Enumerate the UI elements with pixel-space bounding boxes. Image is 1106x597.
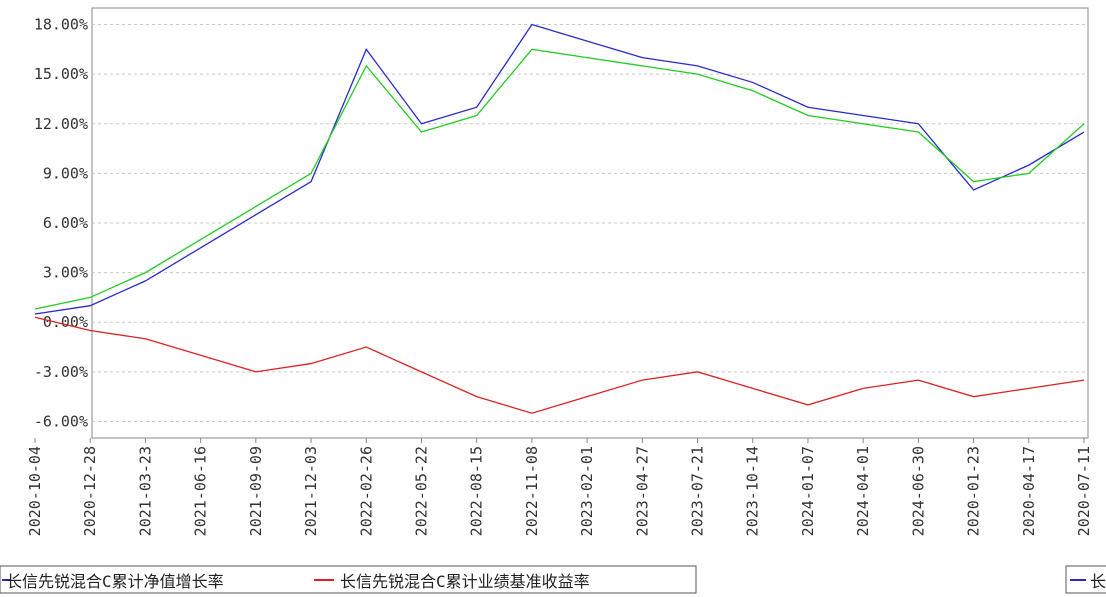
x-tick-label: 2020-10-04 (26, 446, 44, 536)
x-tick-label: 2022-11-08 (523, 446, 541, 536)
x-tick-label: 2020-04-17 (1020, 446, 1038, 536)
x-tick-label: 2023-02-01 (578, 446, 596, 536)
legend-box-right (1065, 565, 1106, 594)
series-line-2 (34, 48, 1085, 310)
x-tick-label: 2023-10-14 (744, 446, 762, 536)
legend-label-benchmark: 长信先锐混合C累计业绩基准收益率 (340, 572, 590, 591)
x-tick-label: 2021-09-09 (247, 446, 265, 536)
x-tick-label: 2024-04-01 (854, 446, 872, 536)
x-tick-label: 2024-01-07 (799, 446, 817, 536)
y-axis-ticks: -6.00%-3.00%0.00%3.00%6.00%9.00%12.00%15… (34, 16, 88, 431)
y-tick-label: -3.00% (34, 363, 88, 381)
x-tick-label: 2021-03-23 (136, 446, 154, 536)
y-tick-label: -6.00% (34, 412, 88, 430)
x-tick-label: 2020-07-11 (1075, 446, 1093, 536)
legend: 长信先锐混合C累计净值增长率 长信先锐混合C累计业绩基准收益率 长 (0, 565, 1106, 594)
x-axis-ticks: 2020-10-04 2020-12-28 2021-03-23 2021-06-16… (26, 438, 1093, 536)
x-tick-label: 2022-05-22 (412, 446, 430, 536)
y-tick-label: 3.00% (43, 264, 88, 282)
legend-label-right-fragment: 长 (1090, 572, 1106, 591)
y-tick-label: 18.00% (34, 16, 88, 34)
x-tick-label: 2022-08-15 (468, 446, 486, 536)
x-tick-label: 2022-02-26 (357, 446, 375, 536)
x-tick-label: 2020-12-28 (81, 446, 99, 536)
legend-label-net-value: 长信先锐混合C累计净值增长率 (6, 572, 224, 591)
series-line-1 (34, 316, 1085, 414)
series-line-0 (34, 23, 1085, 315)
series-lines (34, 23, 1085, 414)
x-tick-label: 2024-06-30 (909, 446, 927, 536)
x-tick-label: 2020-01-23 (965, 446, 983, 536)
gridlines (92, 24, 1088, 422)
x-tick-label: 2021-06-16 (192, 446, 210, 536)
legend-box-left (0, 565, 697, 594)
y-tick-label: 15.00% (34, 65, 88, 83)
x-tick-label: 2023-07-21 (689, 446, 707, 536)
x-tick-label: 2021-12-03 (302, 446, 320, 536)
y-tick-label: 6.00% (43, 214, 88, 232)
x-tick-label: 2023-04-27 (633, 446, 651, 536)
y-tick-label: 12.00% (34, 115, 88, 133)
y-tick-label: 9.00% (43, 164, 88, 182)
